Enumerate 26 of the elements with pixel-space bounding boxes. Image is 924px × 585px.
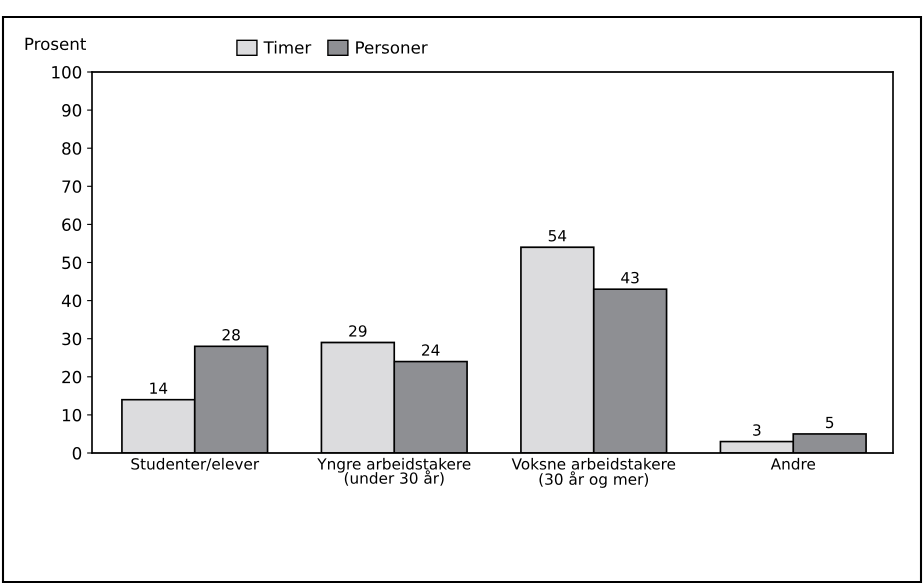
data-label: 14 <box>150 382 168 394</box>
y-tick-label: 60 <box>62 218 82 231</box>
data-label: 24 <box>422 344 440 356</box>
data-label: 43 <box>621 272 639 284</box>
y-axis-title: Prosent <box>26 38 86 50</box>
y-tick-label: 0 <box>72 446 82 460</box>
y-tick-label: 100 <box>52 66 82 79</box>
data-label: 29 <box>349 325 366 337</box>
data-label: 3 <box>753 424 760 436</box>
data-label: 54 <box>548 230 566 242</box>
y-tick-label: 70 <box>62 180 82 193</box>
x-tick-label: Voksne arbeidstakere (30 år og mer) <box>512 458 676 488</box>
x-tick-label: Yngre arbeidstakere (under 30 år) <box>317 458 470 486</box>
y-tick-label: 30 <box>62 332 82 346</box>
y-tick-label: 40 <box>62 294 82 308</box>
x-tick-label: Andre <box>770 458 816 470</box>
y-tick-label: 20 <box>62 370 82 384</box>
legend-label: Timer <box>264 40 312 54</box>
y-tick-label: 80 <box>62 142 82 155</box>
legend-label: Personer <box>356 41 428 54</box>
y-tick-label: 50 <box>62 256 82 270</box>
data-label: 5 <box>826 416 834 428</box>
y-tick-label: 90 <box>62 104 82 117</box>
x-tick-label: Studenter/elever <box>131 458 260 471</box>
data-label: 28 <box>222 329 240 341</box>
y-tick-label: 10 <box>62 408 82 422</box>
